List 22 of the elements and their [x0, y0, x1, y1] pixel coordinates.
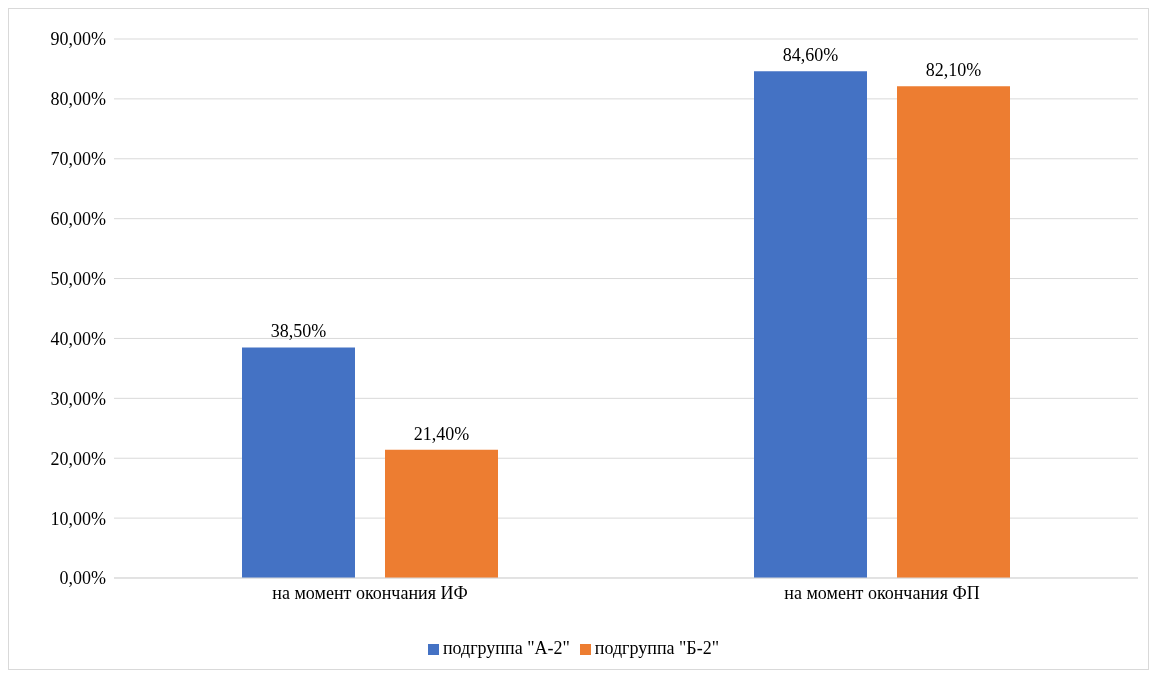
x-tick-label: на момент окончания ИФ	[272, 582, 468, 603]
y-tick-label: 20,00%	[50, 448, 106, 469]
data-label: 82,10%	[925, 60, 982, 81]
bar	[897, 86, 1010, 578]
data-label: 84,60%	[782, 45, 839, 66]
x-tick-label: на момент окончания ФП	[784, 582, 980, 603]
bar	[754, 71, 867, 578]
data-label: 21,40%	[413, 423, 470, 444]
legend-label: подгруппа "Б-2"	[594, 638, 720, 658]
y-tick-label: 70,00%	[50, 149, 106, 170]
data-label: 38,50%	[270, 321, 327, 342]
y-tick-label: 90,00%	[50, 29, 106, 50]
y-tick-label: 80,00%	[50, 89, 106, 110]
bar	[385, 449, 498, 578]
y-tick-label: 40,00%	[50, 328, 106, 349]
y-tick-label: 10,00%	[50, 508, 106, 529]
legend-label: подгруппа "А-2"	[442, 638, 570, 658]
y-tick-label: 30,00%	[50, 388, 106, 409]
y-tick-label: 0,00%	[59, 568, 106, 589]
y-tick-label: 60,00%	[50, 209, 106, 230]
bar	[242, 347, 355, 578]
y-tick-label: 50,00%	[50, 268, 106, 289]
